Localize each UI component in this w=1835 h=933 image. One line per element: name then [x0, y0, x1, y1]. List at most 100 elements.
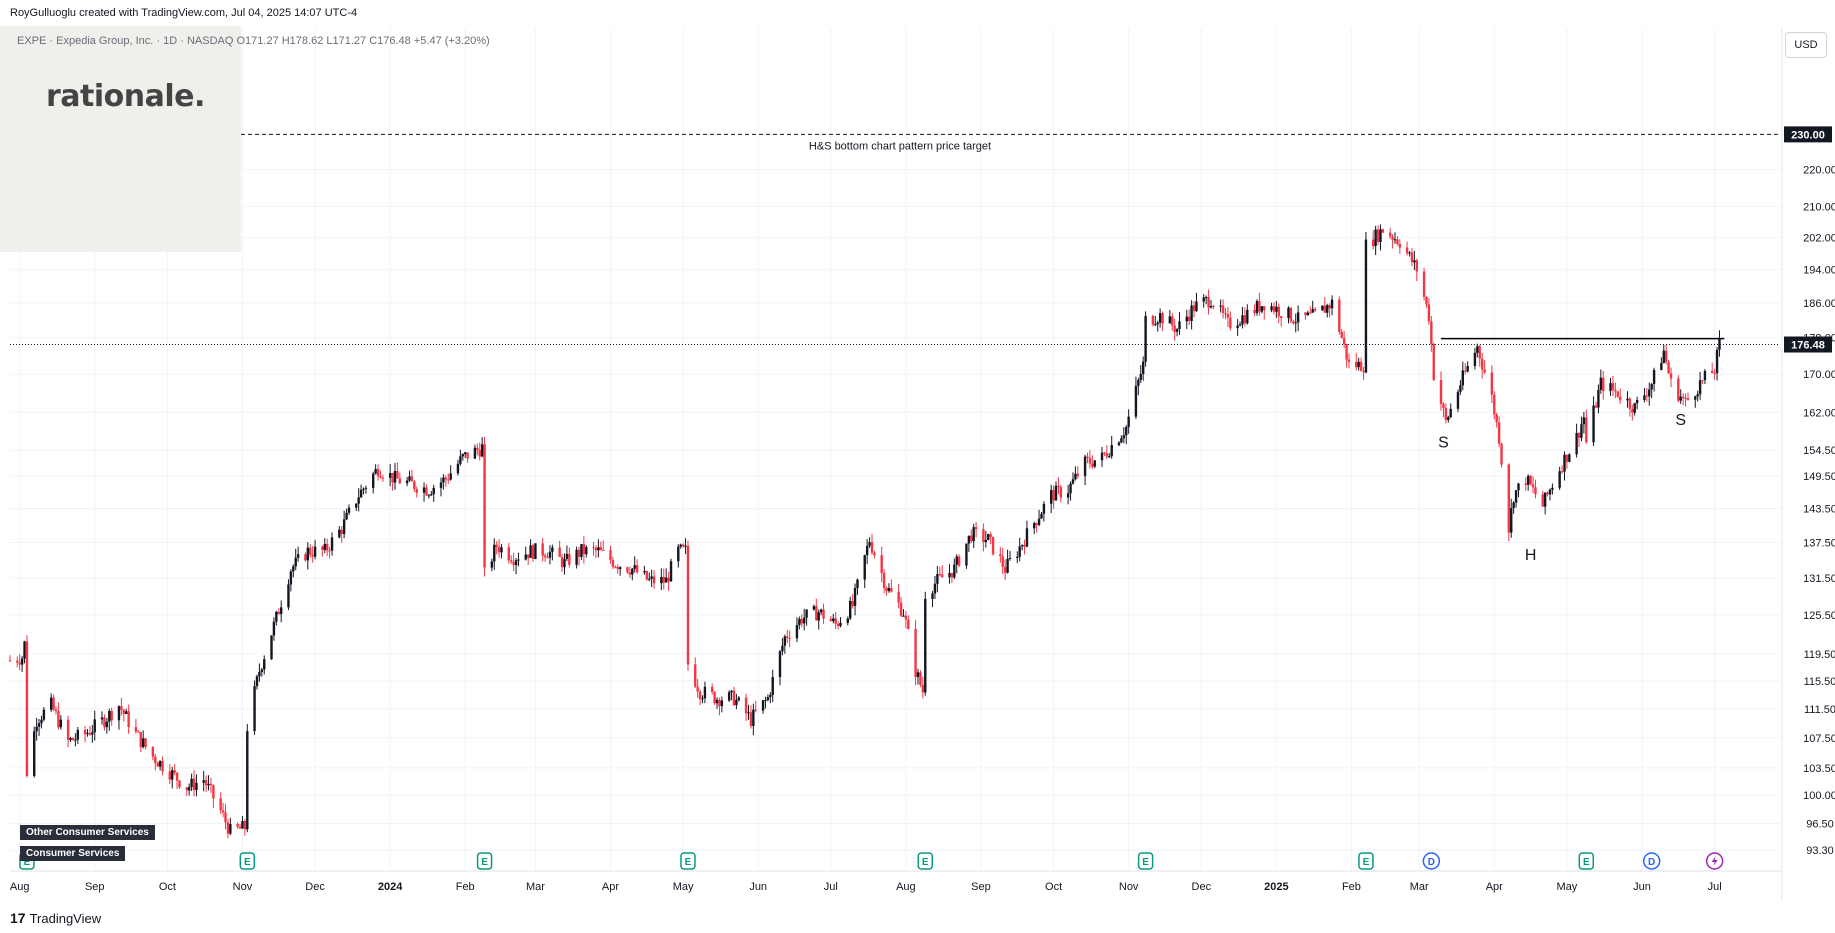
- tradingview-footer[interactable]: 17 TradingView: [10, 910, 101, 926]
- candle-body: [863, 555, 866, 580]
- candle-body: [1071, 479, 1075, 484]
- candle-body: [195, 782, 198, 790]
- candle-body: [93, 719, 96, 733]
- time-axis[interactable]: Aug Sep Oct Nov Dec 2024 Feb Mar Apr May Jun Jul Aug…: [10, 870, 1782, 893]
- candle-body: [1328, 305, 1331, 309]
- candle-body: [560, 556, 564, 568]
- candle-body: [652, 576, 656, 584]
- candle-body: [599, 547, 603, 550]
- candle-body: [321, 546, 324, 550]
- candle-body: [873, 552, 876, 556]
- earnings-icon: [680, 852, 696, 870]
- candle-body: [999, 554, 1002, 557]
- candle-body: [1546, 492, 1549, 495]
- candle-body: [275, 611, 278, 622]
- candle-body: [1662, 350, 1665, 363]
- candle-body: [885, 587, 888, 592]
- candle-body: [1701, 380, 1704, 382]
- candle-body: [558, 547, 561, 557]
- candle-body: [480, 444, 484, 457]
- candle-body: [1003, 567, 1007, 573]
- candle-body: [187, 787, 191, 791]
- candle-body: [541, 543, 544, 556]
- candle-body: [151, 746, 155, 757]
- candle-body: [679, 544, 682, 547]
- candle-body: [1345, 344, 1348, 360]
- candle-body: [669, 561, 673, 582]
- price-tick-label: 119.50: [1804, 649, 1835, 661]
- earnings-icon-label: E: [685, 857, 692, 868]
- candle-body: [430, 494, 433, 496]
- candle-body: [347, 507, 351, 513]
- candle-body: [517, 559, 520, 561]
- candle-body: [1715, 349, 1719, 374]
- candle-body: [69, 738, 72, 740]
- candle-body: [279, 607, 283, 615]
- candle-body: [948, 572, 951, 578]
- candle-body: [1204, 297, 1208, 299]
- industry-tag[interactable]: Consumer Services: [20, 846, 126, 861]
- candle-body: [49, 697, 53, 710]
- candle-body: [1476, 346, 1479, 353]
- candle-body: [362, 488, 365, 490]
- price-tick-label: 186.00: [1803, 298, 1835, 310]
- time-tick-label: 2024: [378, 881, 403, 893]
- price-tick-label: 154.50: [1803, 445, 1835, 457]
- price-tick-label: 149.50: [1803, 471, 1835, 483]
- candle-body: [1100, 452, 1104, 461]
- candle-body: [563, 558, 566, 568]
- candle-body: [1105, 453, 1109, 457]
- target-price-tag-label: 230.00: [1791, 129, 1825, 141]
- candle-body: [1560, 471, 1564, 473]
- candle-body: [715, 699, 719, 704]
- earnings-icon: [917, 852, 934, 870]
- candle-body: [20, 658, 24, 665]
- candle-body: [1035, 523, 1038, 525]
- currency-button[interactable]: USD: [1785, 32, 1827, 58]
- time-tick-label: Mar: [1410, 881, 1429, 893]
- price-axis[interactable]: 93.30 96.50 100.00 103.50 107.50 111.50 115.50…: [1781, 28, 1835, 900]
- candle-body: [851, 600, 854, 606]
- candle-body: [633, 565, 636, 569]
- candle-body: [805, 609, 808, 618]
- candle-body: [1667, 361, 1670, 374]
- candle-body: [802, 617, 806, 624]
- candle-body: [1599, 377, 1603, 390]
- time-tick-label: 2025: [1264, 881, 1288, 893]
- candle-body: [83, 730, 87, 735]
- time-tick-label: May: [1557, 881, 1578, 893]
- sector-tag[interactable]: Other Consumer Services: [20, 825, 155, 840]
- candle-body: [681, 544, 685, 547]
- candle-body: [938, 574, 941, 576]
- candle-body: [54, 709, 58, 712]
- candle-body: [325, 543, 329, 551]
- candle-body: [1609, 383, 1612, 391]
- candle-body: [868, 542, 871, 546]
- candle-body: [442, 477, 445, 483]
- price-tick-label: 96.50: [1806, 818, 1834, 830]
- candle-body: [614, 566, 617, 568]
- candle-body: [100, 717, 104, 720]
- logo-panel: [0, 26, 241, 252]
- candle-body: [582, 544, 586, 555]
- candle-body: [1686, 398, 1690, 400]
- candle-body: [1711, 371, 1714, 374]
- lightning-icon: [1711, 856, 1718, 866]
- candle-body: [592, 547, 595, 549]
- candle-body: [1083, 456, 1087, 477]
- candle-body: [74, 739, 77, 741]
- price-tick-label: 194.00: [1803, 264, 1835, 276]
- candle-body: [1517, 483, 1520, 491]
- candle-body: [565, 553, 569, 559]
- dividend-icon: [1642, 852, 1661, 870]
- candle-body: [33, 731, 36, 776]
- grid-lines: [10, 28, 1780, 870]
- candle-body: [788, 637, 791, 639]
- candle-body: [493, 544, 496, 562]
- candle-body: [667, 577, 670, 582]
- candle-body: [103, 717, 106, 728]
- candle-body: [856, 579, 859, 589]
- last-price-tag: [1784, 336, 1832, 353]
- event-markers[interactable]: E E E E E E E ED D: [19, 852, 1724, 870]
